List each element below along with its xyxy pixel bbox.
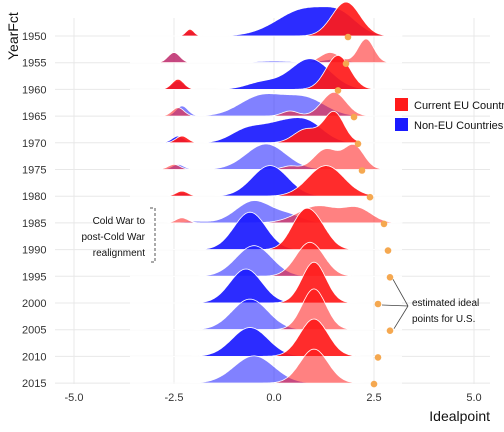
ridge-row-2010 [130, 318, 402, 357]
row-labels: 1950 1955 1960 1965 1970 1975 1980 1985 1990 1995… [22, 31, 46, 390]
eu-ridge-1955 [130, 38, 402, 64]
row-label-2005: 2005 [22, 325, 46, 337]
legend-label: Non-EU Countries [414, 120, 504, 132]
x-tick-label: 2.5 [366, 392, 381, 404]
us-point-1990 [384, 247, 392, 254]
x-tick-label: 0.0 [266, 392, 281, 404]
x-tick-label: -2.5 [165, 392, 184, 404]
annotation-cold-war: Cold War to post-Cold War realignment [81, 207, 156, 263]
row-label-1955: 1955 [22, 58, 46, 70]
non-eu-ridge-2010 [130, 327, 402, 357]
eu-ridge-2000 [130, 261, 402, 304]
legend-swatch [395, 118, 408, 131]
row-label-1960: 1960 [22, 84, 46, 96]
legend-swatch [395, 98, 408, 111]
row-label-2015: 2015 [22, 378, 46, 390]
annotation-line: Cold War to [93, 216, 146, 227]
annotation-connector [392, 279, 409, 307]
row-label-1965: 1965 [22, 111, 46, 123]
ridge-row-1985 [130, 200, 403, 224]
ridge-row-1955 [130, 38, 402, 64]
us-point-1965 [350, 113, 358, 121]
annotation-line: realignment [93, 248, 145, 259]
eu-ridge-1950 [130, 1, 402, 37]
row-label-1990: 1990 [22, 245, 46, 257]
eu-ridge-1995 [130, 241, 402, 277]
eu-ridge-1965 [130, 91, 402, 117]
ridge-row-1990 [130, 207, 402, 250]
non-eu-ridge-1995 [130, 245, 402, 277]
annotation-connector [381, 304, 409, 307]
us-point-1975 [358, 167, 366, 174]
non-eu-ridge-1970 [130, 117, 402, 144]
x-tick-label: -5.0 [65, 392, 84, 404]
us-point-2010 [374, 354, 382, 361]
us-point-2000 [374, 300, 382, 308]
x-axis-ticks: -5.0 -2.5 0.0 2.5 5.0 [65, 392, 482, 404]
ridge-row-1980 [130, 165, 402, 197]
row-label-1975: 1975 [22, 165, 46, 177]
annotation-us-points: estimated ideal points for U.S. [381, 279, 479, 329]
ridges [130, 1, 403, 384]
y-axis-title: YearFct [5, 12, 21, 60]
ridge-row-1995 [130, 241, 402, 277]
ridge-row-1960 [130, 54, 402, 90]
us-point-1995 [386, 274, 394, 281]
annotation-line: post-Cold War [81, 232, 145, 243]
us-point-1980 [366, 193, 374, 201]
us-point-1960 [334, 87, 342, 94]
annotation-bracket [150, 207, 156, 263]
ridge-row-1965 [130, 91, 402, 117]
x-axis-title: Idealpoint [429, 408, 490, 424]
ridge-row-2005 [130, 288, 402, 331]
ridge-row-2000 [130, 261, 402, 304]
annotation-line: estimated ideal [412, 298, 479, 309]
us-point-1970 [354, 140, 362, 148]
x-tick-label: 5.0 [466, 392, 481, 404]
us-point-1955 [342, 60, 350, 67]
row-label-2000: 2000 [22, 298, 46, 310]
ridge-row-1950 [130, 1, 403, 37]
row-label-1950: 1950 [22, 31, 46, 43]
annotation-connector [393, 305, 409, 329]
row-label-1970: 1970 [22, 138, 46, 150]
row-label-1985: 1985 [22, 218, 46, 230]
non-eu-ridge-2005 [130, 298, 402, 331]
eu-ridge-2015 [130, 348, 402, 384]
legend: Current EU Countries Non-EU Countries [395, 98, 504, 132]
ridge-row-2015 [130, 348, 402, 384]
us-points [334, 33, 394, 388]
row-label-2010: 2010 [22, 351, 46, 363]
ridge-row-1975 [130, 143, 402, 170]
non-eu-ridge-2015 [130, 355, 402, 384]
us-point-1950 [344, 33, 352, 41]
row-label-1980: 1980 [22, 191, 46, 203]
eu-ridge-1985 [130, 205, 403, 224]
eu-ridge-1980 [130, 165, 402, 197]
us-point-2015 [370, 380, 378, 388]
eu-ridge-2005 [130, 288, 402, 331]
row-label-1995: 1995 [22, 271, 46, 283]
annotation-line: points for U.S. [412, 314, 475, 325]
eu-ridge-1960 [130, 54, 402, 90]
us-point-2005 [386, 327, 394, 335]
eu-ridge-1990 [130, 207, 402, 250]
us-point-1985 [380, 220, 388, 228]
eu-ridge-2010 [130, 318, 402, 357]
legend-label: Current EU Countries [414, 100, 504, 112]
